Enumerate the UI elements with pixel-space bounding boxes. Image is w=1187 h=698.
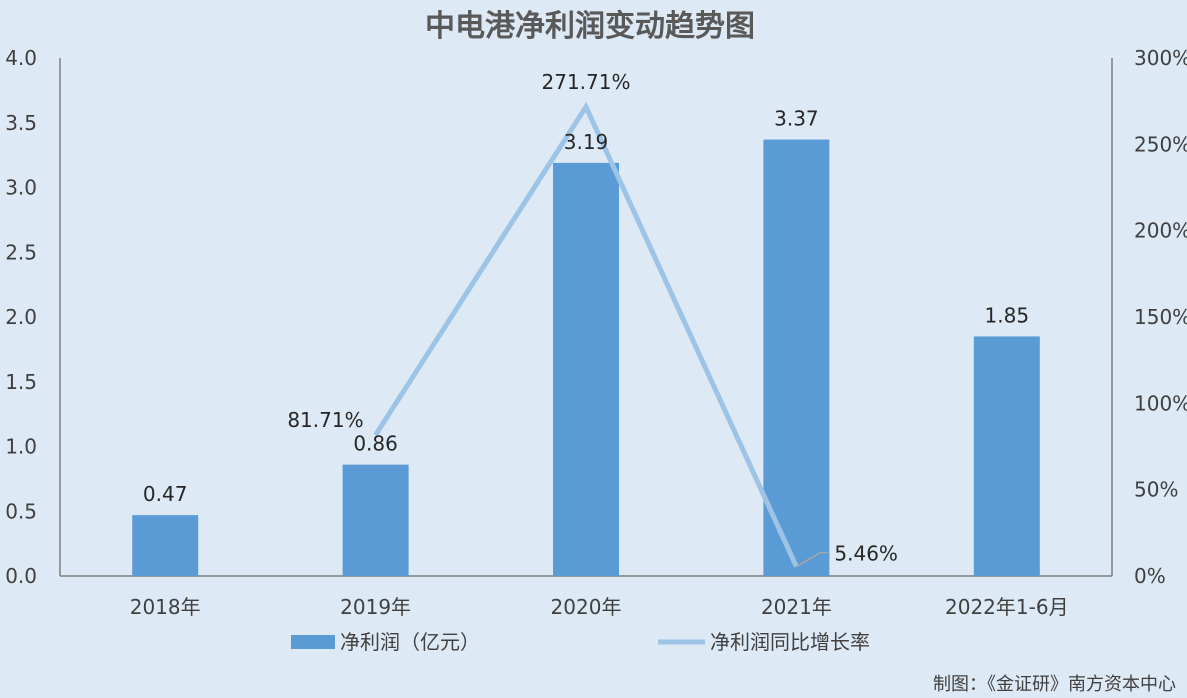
- line-label-leader: [796, 551, 829, 568]
- y-tick-label: 0.0: [5, 564, 37, 588]
- line-data-label: 81.71%: [287, 408, 363, 432]
- y2-tick-label: 100%: [1134, 391, 1187, 415]
- x-tick-label: 2018年: [130, 595, 201, 619]
- y-tick-label: 1.0: [5, 435, 37, 459]
- growth-line: [373, 101, 799, 568]
- x-tick-label: 2022年1-6月: [945, 595, 1069, 619]
- line-data-label: 271.71%: [542, 70, 631, 94]
- y-tick-label: 2.0: [5, 305, 37, 329]
- y2-tick-label: 250%: [1134, 132, 1187, 156]
- y2-tick-label: 200%: [1134, 219, 1187, 243]
- bar-data-label: 3.19: [564, 130, 609, 154]
- bar-data-label: 0.47: [143, 482, 188, 506]
- bar-data-label: 1.85: [985, 303, 1030, 327]
- x-tick-label: 2020年: [551, 595, 622, 619]
- y2-tick-label: 0%: [1134, 564, 1166, 588]
- y-tick-label: 2.5: [5, 240, 37, 264]
- source-note: 制图：《金证研》南方资本中心: [933, 674, 1176, 695]
- y-tick-label: 1.5: [5, 370, 37, 394]
- bar: [553, 162, 619, 576]
- legend-label: 净利润同比增长率: [710, 630, 870, 654]
- bar-data-label: 3.37: [774, 107, 819, 131]
- x-tick-label: 2021年: [761, 595, 832, 619]
- y2-tick-label: 150%: [1134, 305, 1187, 329]
- x-tick-label: 2019年: [340, 595, 411, 619]
- bar-data-label: 0.86: [353, 432, 398, 456]
- y-tick-label: 0.5: [5, 499, 37, 523]
- bar: [342, 464, 409, 576]
- bar: [973, 336, 1040, 576]
- line-data-label: 5.46%: [834, 542, 898, 566]
- legend-label: 净利润（亿元）: [340, 630, 480, 654]
- legend-swatch-bar: [291, 635, 335, 649]
- y-tick-label: 4.0: [5, 46, 37, 70]
- chart-title: 中电港净利润变动趋势图: [425, 9, 755, 44]
- bar: [763, 139, 830, 576]
- y-tick-label: 3.5: [5, 111, 37, 135]
- y-tick-label: 3.0: [5, 176, 37, 200]
- plot-area: 0.0 0.5 1.0 1.5 2.0 2.5 3.0 3.5 4.0 0% 50% 100% 150%…: [5, 46, 1187, 619]
- bar: [132, 515, 199, 576]
- y2-tick-label: 300%: [1134, 46, 1187, 70]
- legend: 净利润（亿元） 净利润同比增长率: [291, 630, 870, 654]
- y2-tick-label: 50%: [1134, 478, 1178, 502]
